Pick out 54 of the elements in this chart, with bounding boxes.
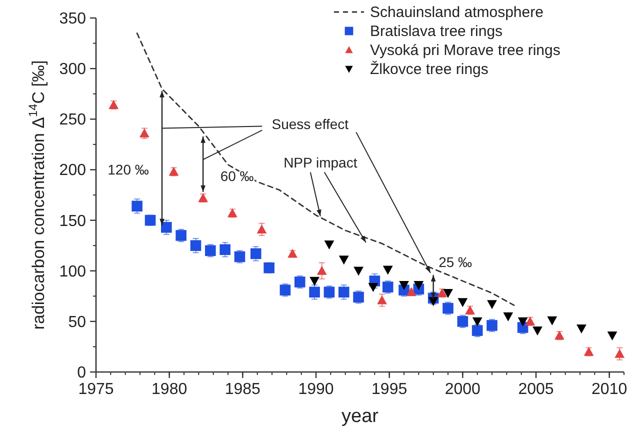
point (354, 266, 364, 276)
x-tick-label: 1995 (372, 381, 408, 398)
annotation: 60 ‰ (220, 168, 254, 184)
point (309, 286, 320, 298)
annotation: 25 ‰ (438, 254, 472, 270)
x-tick-label: 2005 (518, 381, 554, 398)
x-tick-label: 1980 (152, 381, 188, 398)
point (288, 248, 298, 258)
annotation: Suess effect (272, 116, 349, 132)
x-tick-label: 1990 (298, 381, 334, 398)
point (377, 295, 387, 304)
legend-label: Schauinsland atmosphere (370, 4, 544, 21)
x-tick-label: 2010 (592, 381, 628, 398)
x-tick-label: 1985 (224, 381, 261, 398)
point (607, 332, 618, 341)
point (399, 280, 409, 290)
legend-label: Žlkovce tree rings (370, 60, 488, 78)
legend-label: Bratislava tree rings (370, 23, 503, 40)
y-tick-label: 100 (59, 263, 86, 280)
point (614, 348, 625, 358)
point (428, 297, 438, 306)
point (338, 286, 350, 298)
point (324, 286, 335, 298)
point (256, 224, 267, 234)
x-axis-title: year (342, 406, 380, 427)
point (338, 256, 349, 265)
x-tick-label: 2000 (444, 381, 481, 398)
point (532, 326, 542, 336)
point (324, 240, 334, 250)
x-tick-label: 1975 (78, 381, 114, 398)
y-tick-label: 200 (59, 162, 86, 180)
y-tick-label: 50 (68, 314, 86, 331)
point (547, 316, 558, 326)
point (176, 230, 186, 241)
point (382, 266, 393, 275)
y-tick-label: 0 (77, 364, 86, 382)
legend-label: Vysoká pri Morave tree rings (370, 42, 560, 59)
point (220, 244, 230, 256)
point (442, 302, 454, 314)
y-tick-label: 300 (59, 61, 86, 78)
annotation: 120 ‰ (108, 162, 149, 178)
y-tick-label: 250 (59, 112, 86, 129)
point (234, 251, 246, 262)
y-tick-label: 350 (59, 10, 86, 28)
point (316, 266, 327, 275)
point (458, 298, 468, 308)
annotation: NPP impact (284, 154, 358, 170)
point (190, 240, 202, 251)
y-tick-label: 150 (59, 212, 86, 230)
point (487, 300, 497, 310)
point (576, 324, 586, 334)
point (414, 280, 424, 290)
point (503, 312, 514, 322)
point (406, 287, 416, 296)
